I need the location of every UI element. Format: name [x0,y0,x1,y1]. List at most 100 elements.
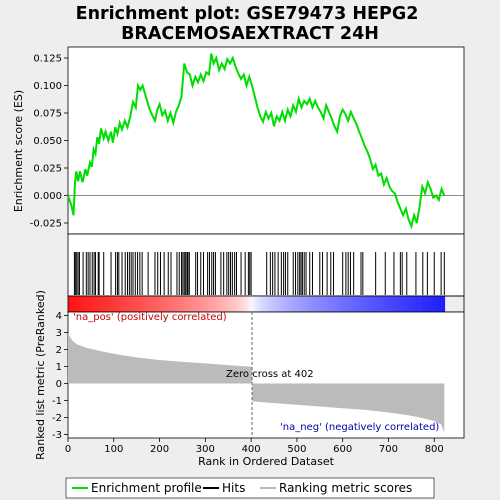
color-bar-segment [177,296,181,312]
color-bar-segment [139,296,143,312]
color-bar-segment [243,296,247,312]
x-tick-label: 400 [242,444,261,455]
color-bar-segment [232,296,236,312]
x-tick-label: 600 [333,444,352,455]
color-bar-segment [238,296,242,312]
color-bar-segment [328,296,332,312]
color-bar-segment [224,296,228,312]
color-bar-segment [372,296,376,312]
color-bar-segment [68,296,72,312]
color-bar-segment [345,296,349,312]
color-bar-segment [370,296,374,312]
color-bar-segment [405,296,409,312]
color-bar-segment [95,296,99,312]
ranking-y-tick-label: 4 [56,311,62,322]
color-bar-segment [249,296,253,312]
color-bar-segment [271,296,275,312]
ranking-y-tick-label: 2 [56,345,62,356]
x-tick-label: 0 [65,444,71,455]
color-bar-segment [350,296,354,312]
ranking-color-bar [68,296,446,312]
color-bar-segment [117,296,121,312]
color-bar-segment [282,296,286,312]
color-bar-segment [147,296,151,312]
x-axis-label: Rank in Ordered Dataset [198,455,335,468]
color-bar-segment [260,296,264,312]
ranking-y-tick-label: 3 [56,328,62,339]
color-bar-segment [153,296,157,312]
color-bar-segment [356,296,360,312]
color-bar-segment [304,296,308,312]
color-bar-segment [89,296,94,312]
color-bar-segment [290,296,294,312]
color-bar-segment [298,296,302,312]
color-bar-segment [169,296,173,312]
color-bar-segment [342,296,346,312]
color-bar-segment [339,296,343,312]
color-bar-segment [334,296,338,312]
color-bar-segment [230,296,234,312]
color-bar-segment [128,296,132,312]
color-bar-segment [414,296,418,312]
color-bar-segment [114,296,118,312]
color-bar-segment [235,296,239,312]
color-bar-segment [106,296,110,312]
color-bar-segment [315,296,319,312]
na-pos-label: 'na_pos' (positively correlated) [73,312,227,323]
color-bar-segment [87,296,91,312]
x-tick-label: 200 [150,444,169,455]
color-bar-segment [323,296,327,312]
color-bar-segment [205,296,209,312]
es-y-tick-label: 0.100 [33,81,62,92]
color-bar-segment [400,296,404,312]
color-bar-segment [359,296,363,312]
ranking-y-tick-label: -2 [52,413,62,424]
x-axis: 0 100 200 300 400 500 600 700 800 [65,438,444,455]
color-bar-segment [188,296,192,312]
es-panel [67,46,465,235]
color-bar-segment [430,296,434,312]
color-bar-segment [120,296,124,312]
es-y-tick-label: 0.025 [33,164,62,175]
color-bar-segment [241,296,245,312]
color-bar-segment [326,296,330,312]
color-bar-segment [144,296,148,312]
color-bar-segment [216,296,220,312]
color-bar-segment [186,296,190,312]
color-bar-segment [383,296,387,312]
color-bar-segment [381,296,385,312]
color-bar-segment [433,296,437,312]
color-bar-segment [172,296,176,312]
hits-panel [67,233,465,297]
color-bar-segment [73,296,77,312]
color-bar-segment [70,296,74,312]
color-bar-segment [164,296,168,312]
color-bar-segment [166,296,170,312]
color-bar-segment [191,296,195,312]
color-bar-segment [111,296,115,312]
color-bar-segment [227,296,231,312]
color-bar-segment [293,296,297,312]
color-bar-segment [353,296,357,312]
ranking-y-axis: -3 -2 -1 0 1 2 3 4 [52,311,68,441]
color-bar-segment [161,296,165,312]
color-bar-segment [436,296,440,312]
color-bar-segment [279,296,283,312]
color-bar-segment [98,296,102,312]
chart-title-line2: BRACEMOSAEXTRACT 24H [121,24,379,44]
color-bar-segment [411,296,415,312]
color-bar-segment [221,296,225,312]
color-bar-segment [295,296,300,312]
color-bar-segment [403,296,407,312]
color-bar-segment [320,296,324,312]
color-bar-segment [155,296,159,312]
color-bar-segment [306,296,311,312]
enrichment-profile-line [67,53,446,230]
color-bar-segment [136,296,140,312]
color-bar-segment [301,296,305,312]
ranking-metric-area [68,333,445,433]
color-bar-segment [408,296,412,312]
color-bar-segment [386,296,390,312]
color-bar-segment [252,296,256,312]
color-bar-segment [210,296,214,312]
